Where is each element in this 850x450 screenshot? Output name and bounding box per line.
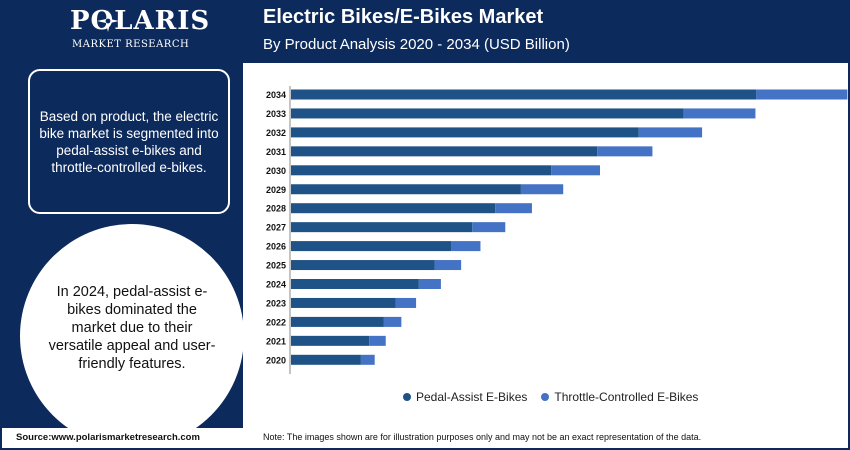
bar-throttle-controlled-2033 [683,108,756,119]
bar-pedal-assist-2027 [291,222,473,233]
y-tick-label-2030: 2030 [266,166,286,176]
bar-throttle-controlled-2030 [551,165,601,176]
brand-subtitle: MARKET RESEARCH [72,39,190,50]
chart-legend: Pedal-Assist E-Bikes Throttle-Controlled… [403,390,698,404]
y-tick-label-2020: 2020 [266,355,286,365]
bar-throttle-controlled-2027 [472,222,506,233]
bar-pedal-assist-2020 [291,354,361,365]
legend-label-pedal-assist: Pedal-Assist E-Bikes [416,390,528,404]
chart-title: Electric Bikes/E-Bikes Market [263,6,544,28]
bar-throttle-controlled-2021 [369,335,386,346]
bar-throttle-controlled-2022 [383,316,402,327]
y-tick-label-2024: 2024 [266,280,286,290]
header-bar: POLARIS MARKET RESEARCH Electric Bikes/E… [0,0,850,63]
y-tick-label-2028: 2028 [266,204,286,214]
y-tick-label-2031: 2031 [266,147,286,157]
y-tick-label-2025: 2025 [266,261,286,271]
segmentation-info-box: Based on product, the electric bike mark… [28,69,230,214]
bar-throttle-controlled-2034 [756,89,848,100]
bar-throttle-controlled-2025 [434,260,462,271]
bar-throttle-controlled-2029 [520,184,564,195]
highlight-circle: In 2024, pedal-assist e-bikes dominated … [20,224,244,448]
y-tick-label-2032: 2032 [266,128,286,138]
bar-pedal-assist-2032 [291,127,639,138]
bar-throttle-controlled-2026 [451,241,481,252]
brand-logo: POLARIS MARKET RESEARCH [70,6,210,54]
bar-throttle-controlled-2024 [418,279,441,289]
footer-note: Note: The images shown are for illustrat… [263,432,702,442]
chart-subtitle: By Product Analysis 2020 - 2034 (USD Bil… [263,36,570,53]
y-tick-label-2029: 2029 [266,185,286,195]
y-tick-label-2023: 2023 [266,298,286,308]
y-tick-label-2021: 2021 [266,336,286,346]
bar-pedal-assist-2026 [291,241,452,252]
bar-throttle-controlled-2028 [495,203,532,214]
bar-pedal-assist-2030 [291,165,552,176]
bar-pedal-assist-2033 [291,108,684,119]
bar-throttle-controlled-2031 [597,146,653,157]
bar-pedal-assist-2031 [291,146,598,157]
highlight-circle-text: In 2024, pedal-assist e-bikes dominated … [48,284,216,372]
legend-item-pedal-assist: Pedal-Assist E-Bikes [403,390,527,404]
y-tick-label-2026: 2026 [266,242,286,252]
bar-pedal-assist-2029 [291,184,521,195]
bar-throttle-controlled-2023 [395,297,417,308]
bar-pedal-assist-2028 [291,203,496,214]
y-tick-label-2034: 2034 [266,90,286,100]
legend-item-throttle-controlled: Throttle-Controlled E-Bikes [541,390,698,404]
bar-pedal-assist-2022 [291,316,384,327]
bar-pedal-assist-2025 [291,260,435,271]
bars-group: 2034 2033 2032 2031 2030 2029 2028 2027 2026 2025… [266,89,848,365]
bar-throttle-controlled-2020 [360,354,375,365]
bar-throttle-controlled-2032 [638,127,703,138]
compass-star-icon [97,10,119,32]
bar-pedal-assist-2024 [291,279,419,289]
bar-pedal-assist-2034 [291,89,757,100]
legend-swatch-throttle-controlled [541,393,550,401]
segmentation-info-text: Based on product, the electric bike mark… [39,108,219,175]
footer-source: Source:www.polarismarketresearch.com [16,432,200,443]
bar-pedal-assist-2021 [291,335,370,346]
left-panel: Based on product, the electric bike mark… [0,63,244,448]
brand-name: POLARIS [70,6,211,36]
y-tick-label-2027: 2027 [266,223,286,233]
y-tick-label-2033: 2033 [266,109,286,119]
y-tick-label-2022: 2022 [266,317,286,327]
legend-swatch-pedal-assist [403,393,411,401]
bar-pedal-assist-2023 [291,297,396,308]
legend-label-throttle-controlled: Throttle-Controlled E-Bikes [554,390,699,404]
